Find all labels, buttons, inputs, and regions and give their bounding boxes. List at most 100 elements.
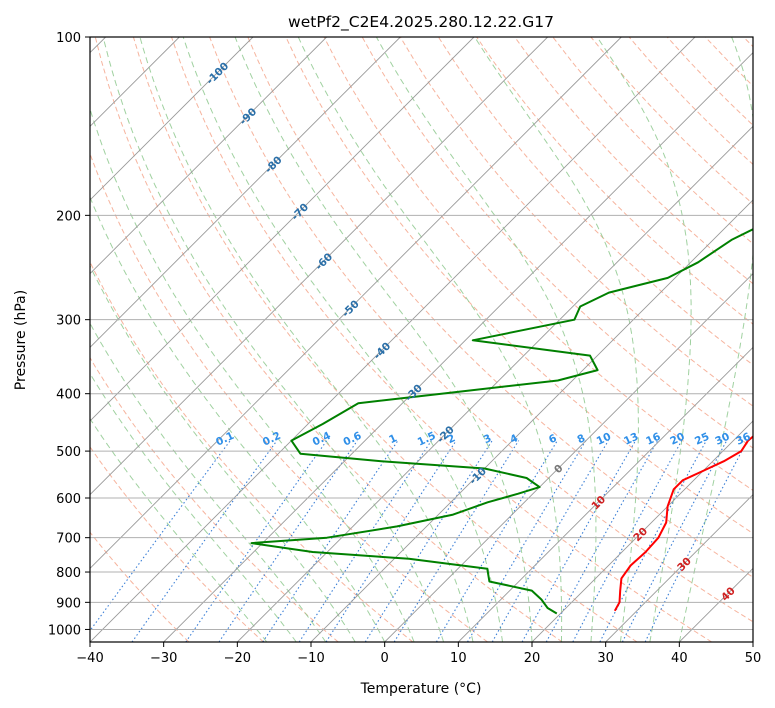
x-axis-title: Temperature (°C) [360, 681, 482, 697]
isotherm-line [605, 494, 753, 642]
dry-adiabat-line [209, 37, 753, 623]
moist-adiabat-line [182, 37, 503, 642]
plot-frame [89, 36, 754, 643]
dry-adiabat-line [399, 37, 753, 407]
dry-adiabat-line [285, 37, 753, 535]
mixing-ratio-label: 8 [575, 432, 587, 446]
isotherm-line [531, 420, 753, 642]
moist-adiabat-line [297, 37, 563, 642]
y-tick-label: 1000 [48, 623, 81, 638]
series-line-1 [613, 435, 753, 612]
dry-adiabat-line [437, 37, 753, 366]
mixing-ratio-lines [90, 440, 748, 642]
x-tick-label: −30 [150, 651, 177, 666]
x-tick-label: 0 [381, 651, 389, 666]
mixing-ratio-label: 13 [622, 431, 640, 448]
moist-adiabat-line [596, 37, 692, 642]
axes: −40 −30 −20 −10 0 10 20 30 40 50 1000 900 800 700 600 5… [48, 31, 761, 666]
chart-title: wetPf2_C2E4.2025.280.12.22.G17 [288, 13, 554, 32]
y-tick-label: 700 [56, 532, 81, 547]
x-tick-label: −10 [297, 651, 324, 666]
y-tick-label: 600 [56, 492, 81, 507]
moist-adiabat-line [474, 37, 639, 642]
moist-adiabat-line [90, 196, 386, 642]
x-tick-label: 50 [745, 651, 762, 666]
sounding-series [250, 228, 753, 615]
moist-adiabats [90, 37, 753, 642]
dry-adiabat-line [90, 152, 488, 642]
isotherms [90, 37, 753, 642]
x-tick-label: 30 [597, 651, 614, 666]
dry-adiabat-line [247, 37, 753, 578]
mixing-ratio-line [185, 440, 328, 642]
moist-adiabat-line [90, 322, 327, 642]
dry-adiabat-line [90, 531, 190, 642]
isotherm-line [90, 37, 548, 496]
isotherm-line [237, 125, 753, 642]
x-tick-label: 20 [524, 651, 541, 666]
dry-adiabat-line [361, 37, 753, 449]
isotherm-line [90, 37, 696, 642]
isotherm-line [90, 37, 475, 422]
series-line-2 [250, 228, 753, 615]
dry-adiabat-line [132, 37, 638, 642]
y-tick-label: 200 [56, 209, 81, 224]
mixing-ratio-line [545, 440, 659, 642]
x-tick-label: 40 [671, 651, 688, 666]
x-tick-label: 10 [450, 651, 467, 666]
mixing-ratio-line [467, 440, 587, 642]
mixing-ratio-line [325, 440, 457, 642]
isobar-grid [90, 37, 753, 630]
mixing-ratio-line [491, 440, 609, 642]
plot-area: -100-90-80-70-60-50-40-30-20-10 010203040… [90, 37, 753, 642]
moist-adiabat-line [90, 417, 268, 642]
mixing-ratio-line [435, 440, 558, 642]
y-tick-label: 900 [56, 596, 81, 611]
moist-adiabat-line [375, 37, 597, 642]
x-tick-label: −40 [76, 651, 103, 666]
isotherm-line [90, 37, 327, 275]
dry-adiabat-line [514, 37, 753, 285]
x-tick-label: −20 [224, 651, 251, 666]
moist-adiabat-line [90, 107, 415, 642]
mixing-ratio-label: 6 [547, 432, 559, 446]
mixing-ratio-line [262, 440, 399, 642]
mixing-ratio-line [521, 440, 637, 642]
moist-adiabat-line [139, 37, 474, 642]
y-tick-label: 800 [56, 566, 81, 581]
mixing-ratio-label: 10 [595, 431, 613, 448]
dry-adiabat-line [90, 446, 264, 642]
mixing-ratio-label: 3 [482, 432, 494, 446]
moist-adiabat-line [678, 37, 753, 642]
mixing-ratio-label: 20 [668, 431, 686, 448]
isotherm-line [90, 37, 622, 569]
y-tick-label: 500 [56, 445, 81, 460]
mixing-ratio-line [298, 440, 432, 642]
dry-adiabat-line [94, 37, 563, 642]
mixing-ratio-line [364, 440, 493, 642]
y-axis-title: Pressure (hPa) [13, 290, 29, 390]
mixing-ratio-line [572, 440, 683, 642]
mixing-ratio-label: 30 [713, 431, 731, 448]
mixing-ratio-line [644, 440, 748, 642]
dry-adiabat-line [171, 37, 712, 642]
isotherm-line [90, 37, 401, 348]
mixing-ratio-line [131, 440, 278, 642]
moist-adiabat-line [90, 372, 297, 642]
moist-adiabat-line [90, 264, 356, 642]
mixing-ratio-label: 36 [734, 431, 752, 448]
isotherm-line [90, 37, 254, 201]
mixing-ratio-line [90, 440, 231, 632]
mixing-ratio-label: 25 [693, 431, 711, 448]
y-tick-label: 400 [56, 388, 81, 403]
mixing-ratio-label: 16 [644, 431, 662, 448]
isotherm-line [458, 346, 753, 642]
moist-adiabat-line [102, 37, 445, 642]
mixing-ratio-label: 2 [446, 432, 458, 446]
y-tick-label: 300 [56, 314, 81, 329]
y-tick-label: 100 [56, 31, 81, 46]
dry-adiabat-line [90, 356, 339, 642]
dry-adiabat-line [323, 37, 753, 491]
